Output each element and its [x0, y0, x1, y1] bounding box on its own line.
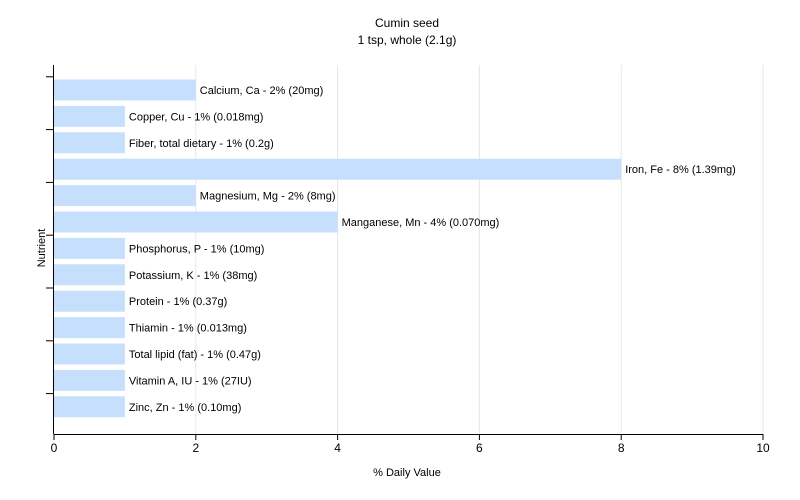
bar: [54, 237, 125, 259]
chart-subtitle: 1 tsp, whole (2.1g): [358, 33, 457, 47]
bar: [54, 211, 338, 233]
bar: [54, 290, 125, 312]
bar: [54, 396, 125, 418]
bar-label: Manganese, Mn - 4% (0.070mg): [342, 217, 500, 229]
bar: [54, 343, 125, 365]
bar-label: Magnesium, Mg - 2% (8mg): [200, 191, 336, 203]
bar-label: Vitamin A, IU - 1% (27IU): [129, 375, 252, 387]
bars: Calcium, Ca - 2% (20mg) Copper, Cu - 1% (…: [54, 79, 736, 418]
bar-label: Potassium, K - 1% (38mg): [129, 270, 257, 282]
bar: [54, 185, 196, 207]
chart-title: Cumin seed: [375, 16, 439, 30]
x-tick-label: 4: [334, 441, 341, 455]
bar-label: Zinc, Zn - 1% (0.10mg): [129, 402, 241, 414]
x-tick-label: 10: [756, 441, 770, 455]
bar: [54, 158, 622, 180]
bar: [54, 264, 125, 286]
gridlines: [54, 65, 764, 434]
bar-label: Iron, Fe - 8% (1.39mg): [625, 164, 736, 176]
y-axis-title: Nutrient: [36, 229, 48, 268]
bar: [54, 317, 125, 339]
bar-label: Phosphorus, P - 1% (10mg): [129, 243, 265, 255]
bar-label: Total lipid (fat) - 1% (0.47g): [129, 349, 261, 361]
axes: 0 2 4 6 8 10: [46, 65, 770, 455]
bar-label: Fiber, total dietary - 1% (0.2g): [129, 138, 274, 150]
x-tick-label: 2: [192, 441, 199, 455]
bar-label: Copper, Cu - 1% (0.018mg): [129, 111, 264, 123]
bar-label: Protein - 1% (0.37g): [129, 296, 227, 308]
x-tick-label: 6: [476, 441, 483, 455]
x-tick-label: 8: [618, 441, 625, 455]
plot-area: [54, 65, 763, 434]
bar: [54, 132, 125, 154]
bar-label: Thiamin - 1% (0.013mg): [129, 323, 247, 335]
bar-label: Calcium, Ca - 2% (20mg): [200, 85, 323, 97]
bar: [54, 79, 196, 101]
bar: [54, 105, 125, 127]
x-axis-title: % Daily Value: [373, 467, 441, 479]
x-tick-label: 0: [51, 441, 58, 455]
bar: [54, 369, 125, 391]
